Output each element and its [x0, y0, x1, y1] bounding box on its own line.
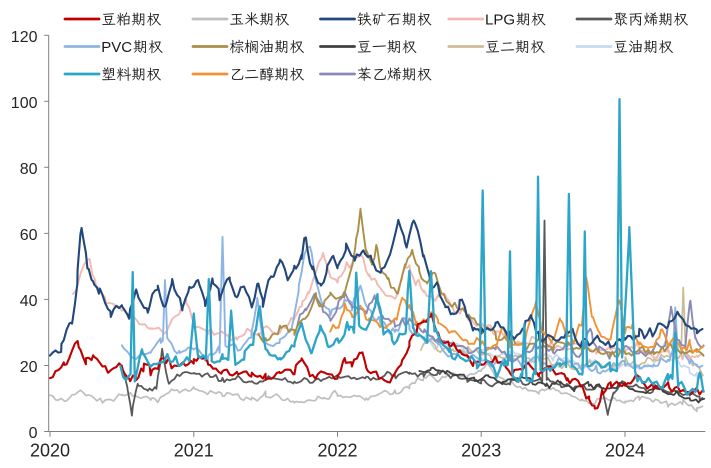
- svg-text:120: 120: [11, 29, 38, 46]
- svg-text:100: 100: [11, 95, 38, 112]
- svg-text:2023: 2023: [461, 441, 501, 461]
- svg-text:0: 0: [29, 425, 38, 442]
- svg-text:40: 40: [20, 293, 38, 310]
- svg-text:2021: 2021: [174, 441, 214, 461]
- svg-text:LPG: LPG: [485, 11, 515, 28]
- svg-text:PVC: PVC: [101, 39, 132, 56]
- svg-text:80: 80: [20, 161, 38, 178]
- svg-text:20: 20: [20, 359, 38, 376]
- svg-text:2024: 2024: [605, 441, 645, 461]
- svg-text:2022: 2022: [317, 441, 357, 461]
- svg-text:60: 60: [20, 227, 38, 244]
- svg-text:2020: 2020: [30, 441, 70, 461]
